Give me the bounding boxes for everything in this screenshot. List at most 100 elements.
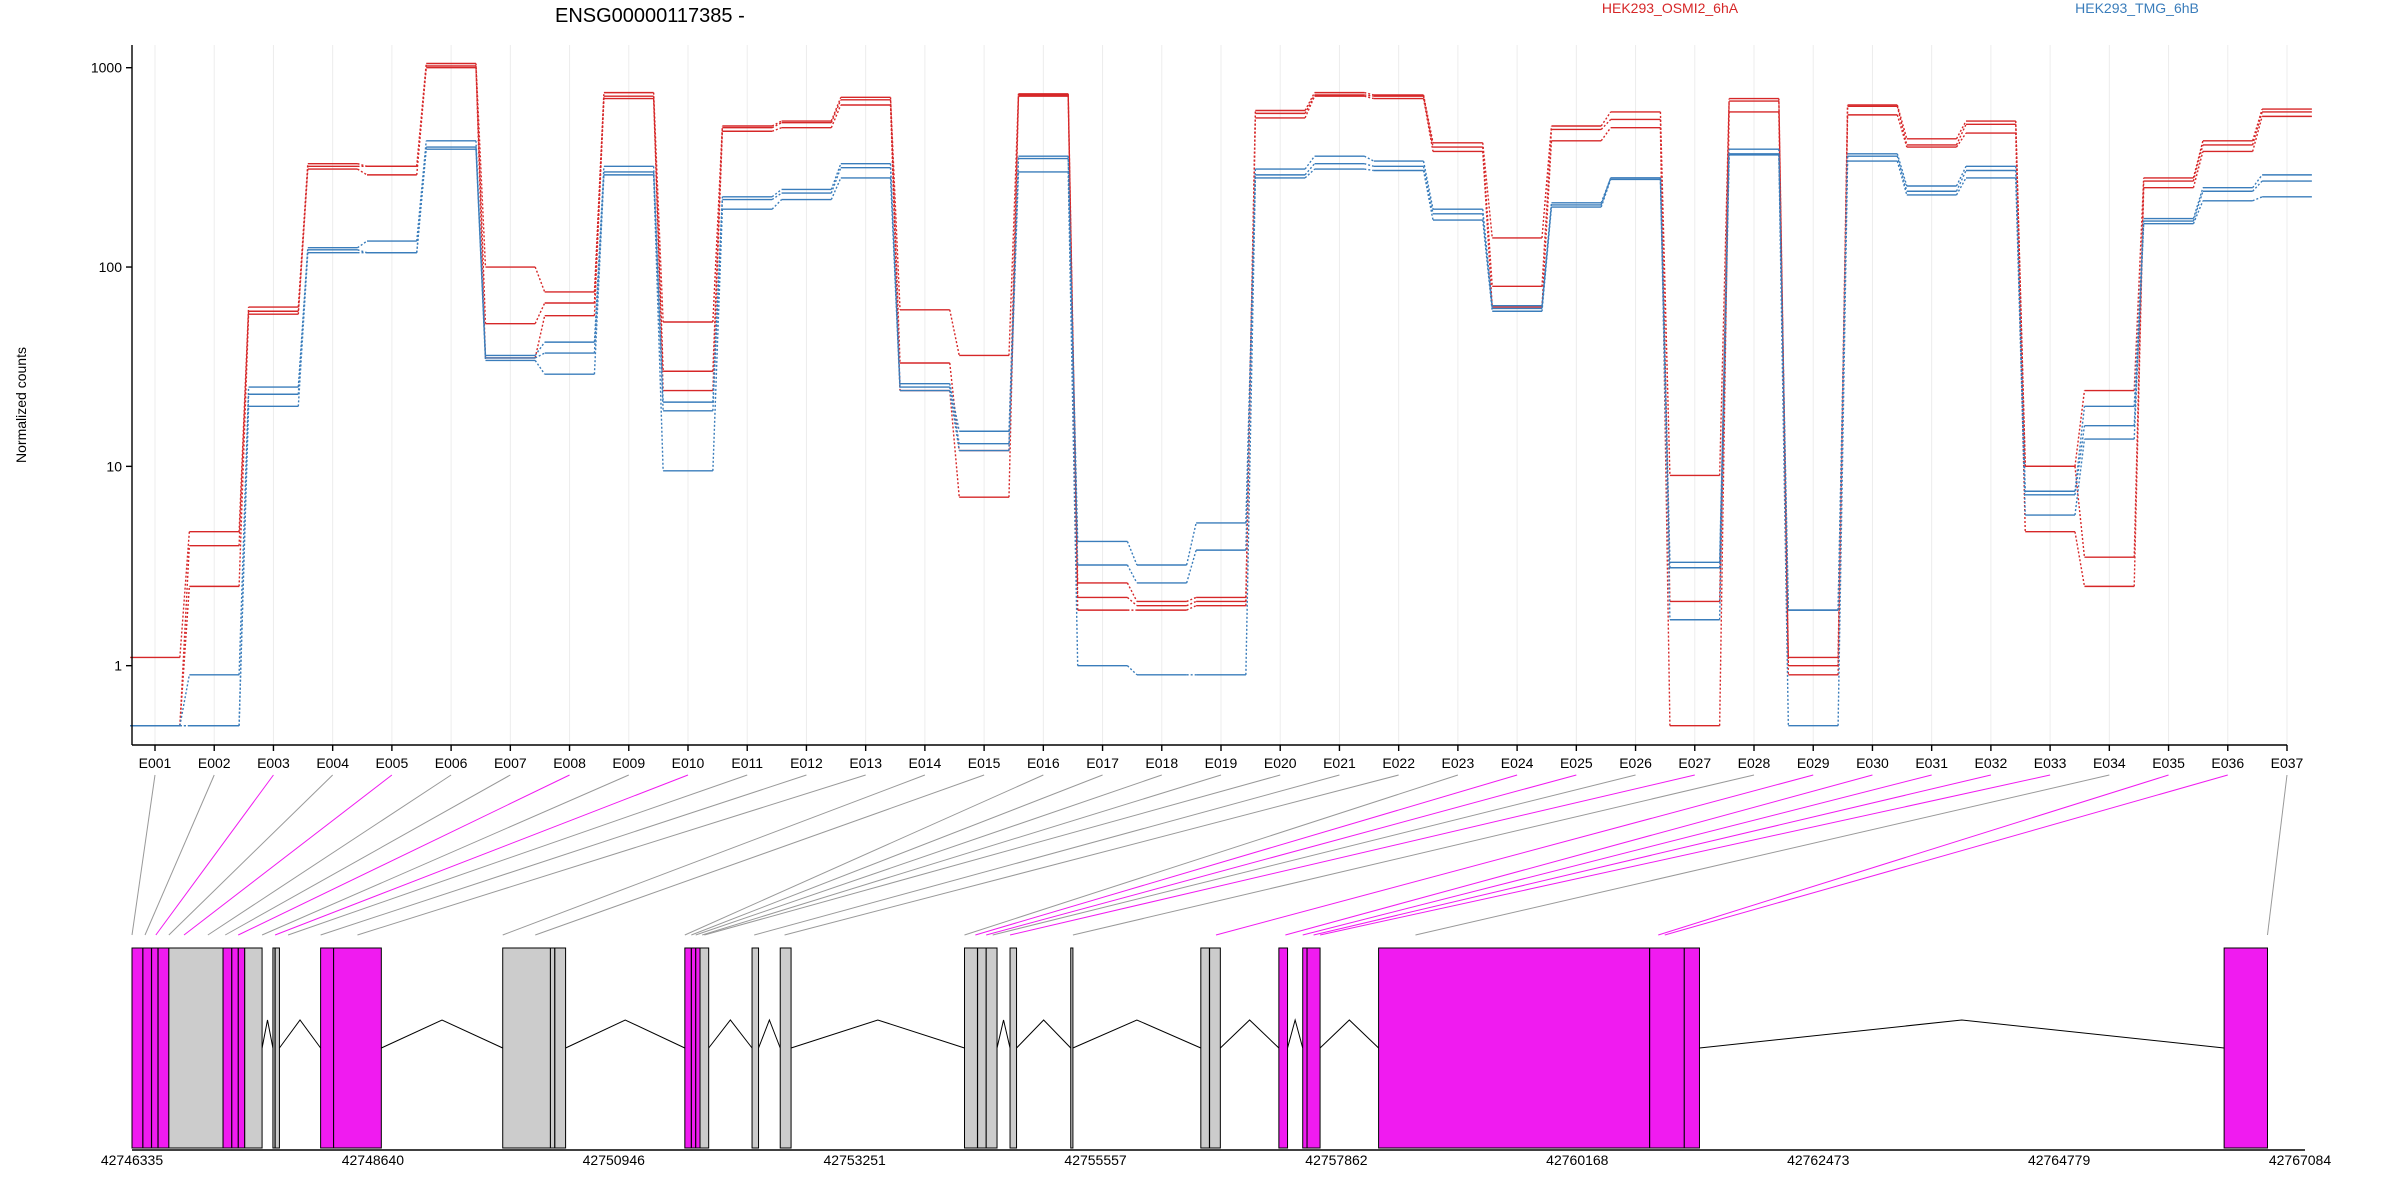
series-transition	[1422, 166, 1434, 214]
y-tick-label: 1000	[91, 60, 122, 76]
series-transition	[1067, 171, 1079, 666]
x-tick-label: E002	[198, 755, 231, 771]
series-transition	[1718, 98, 1730, 476]
series-transition	[712, 131, 724, 391]
series-transition	[1600, 118, 1612, 130]
series-transition	[1600, 177, 1612, 204]
x-tick-label: E009	[612, 755, 645, 771]
series-transition	[1126, 582, 1138, 602]
exon-connector	[754, 774, 1340, 936]
x-tick-label: E016	[1027, 755, 1060, 771]
series-transition	[830, 99, 842, 123]
series-transition	[1304, 155, 1316, 170]
exon-connector	[964, 774, 1459, 936]
series-transition	[475, 146, 487, 358]
exon-block	[1070, 947, 1074, 1149]
x-tick-label: E015	[968, 755, 1001, 771]
genomic-coordinate-label: 42757862	[1305, 1152, 1368, 1168]
exon-connector	[131, 774, 156, 936]
series-transition	[1600, 127, 1612, 142]
exon-connector	[261, 774, 629, 936]
x-tick-label: E004	[316, 755, 349, 771]
exon-block	[1683, 947, 1700, 1149]
exon-connector	[287, 774, 748, 936]
x-tick-label: E018	[1145, 755, 1178, 771]
series-transition	[949, 390, 960, 498]
exon-block	[333, 947, 382, 1149]
exon-connector	[975, 774, 1518, 936]
series-transition	[1364, 168, 1374, 172]
x-tick-label: E037	[2271, 755, 2304, 771]
genomic-coordinate-label: 42753251	[824, 1152, 887, 1168]
series-transition	[534, 266, 546, 293]
series-transition	[179, 586, 191, 726]
x-tick-label: E013	[849, 755, 882, 771]
intron	[261, 1019, 274, 1049]
exon-block	[684, 947, 701, 1149]
series-transition	[652, 96, 664, 372]
exon-connector	[1072, 774, 1755, 936]
series-transition	[1482, 151, 1493, 308]
series-transition	[1185, 522, 1197, 566]
series-transition	[1955, 132, 1967, 148]
series-transition	[416, 140, 427, 242]
legend-entry: HEK293_TMG_6hB	[2075, 0, 2199, 16]
x-tick-label: E012	[790, 755, 823, 771]
series-transition	[416, 65, 427, 167]
series-transition	[1363, 155, 1375, 162]
exon-block	[1378, 947, 1685, 1149]
exon-connector	[702, 774, 1222, 936]
series-transition	[1126, 541, 1138, 566]
series-transition	[1186, 605, 1197, 611]
genomic-coordinate-label: 42764779	[2028, 1152, 2091, 1168]
series-transition	[475, 149, 487, 361]
series-transition	[1955, 124, 1967, 146]
x-tick-label: E036	[2211, 755, 2244, 771]
series-transition	[1896, 114, 1908, 148]
series-transition	[475, 65, 487, 324]
exon-connector	[535, 774, 985, 936]
x-tick-label: E027	[1678, 755, 1711, 771]
series-transition	[1541, 202, 1553, 306]
exon-connector	[155, 774, 274, 936]
series-transition	[297, 166, 309, 312]
exon-block	[549, 947, 567, 1149]
series-transition	[2251, 111, 2263, 146]
series-transition	[771, 122, 782, 129]
exon-connector	[183, 774, 393, 936]
series-transition	[1659, 177, 1671, 568]
genomic-coordinate-label: 42746335	[101, 1152, 164, 1168]
series-transition	[652, 98, 664, 391]
x-tick-label: E026	[1619, 755, 1652, 771]
series-transition	[1778, 153, 1790, 611]
exon-connector	[1009, 774, 1695, 936]
series-transition	[2192, 191, 2204, 222]
y-tick-label: 10	[106, 458, 122, 474]
series-transition	[534, 341, 546, 356]
x-tick-label: E032	[1975, 755, 2008, 771]
series-transition	[1600, 177, 1612, 206]
x-tick-label: E028	[1738, 755, 1771, 771]
x-tick-label: E034	[2093, 755, 2126, 771]
intron	[708, 1019, 753, 1049]
series-transition	[1422, 160, 1434, 210]
series-transition	[889, 97, 901, 310]
x-tick-label: E035	[2152, 755, 2185, 771]
series-transition	[1659, 179, 1671, 620]
genomic-coordinate-label: 42762473	[1787, 1152, 1850, 1168]
series-transition	[2252, 174, 2263, 189]
series-transition	[889, 167, 901, 388]
series-transition	[2133, 177, 2145, 391]
series-transition	[179, 674, 191, 726]
series-transition	[1837, 106, 1849, 666]
series-transition	[771, 120, 782, 127]
exon-block	[131, 947, 170, 1149]
series-transition	[2251, 116, 2263, 152]
series-transition	[1955, 177, 1967, 196]
exon-connector	[1664, 774, 2228, 936]
legend-entry: HEK293_OSMI2_6hA	[1602, 0, 1739, 16]
intron	[1287, 1018, 1304, 1049]
exon-connector	[224, 774, 511, 936]
x-tick-label: E008	[553, 755, 586, 771]
series-transition	[1304, 95, 1316, 119]
